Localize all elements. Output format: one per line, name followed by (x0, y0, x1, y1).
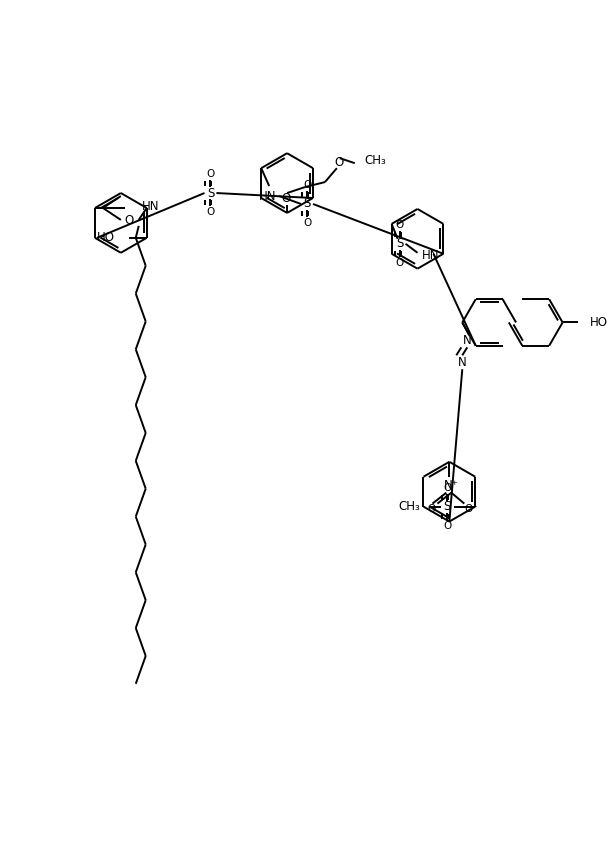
Text: HN: HN (258, 189, 276, 203)
Text: S: S (444, 500, 451, 513)
Text: O: O (281, 191, 290, 205)
Text: O: O (303, 180, 311, 190)
Text: O: O (303, 218, 311, 228)
Text: O: O (427, 504, 435, 514)
Text: O: O (334, 156, 343, 168)
Text: CH₃: CH₃ (365, 154, 386, 167)
Text: N: N (458, 356, 467, 369)
Text: HN: HN (421, 249, 439, 262)
Text: N: N (463, 334, 472, 347)
Text: HN: HN (142, 200, 160, 213)
Text: O: O (395, 258, 404, 268)
Text: O⁻: O⁻ (464, 504, 478, 514)
Text: S: S (303, 198, 311, 210)
Text: O: O (125, 215, 134, 227)
Text: CH₃: CH₃ (398, 500, 421, 513)
Text: O: O (206, 207, 214, 217)
Text: O: O (206, 169, 214, 179)
Text: O: O (395, 220, 404, 230)
Text: HO: HO (589, 316, 607, 329)
Text: N⁺: N⁺ (444, 479, 459, 493)
Text: O: O (443, 520, 451, 530)
Text: O: O (443, 482, 451, 493)
Text: S: S (396, 237, 403, 250)
Text: S: S (207, 187, 214, 200)
Text: HO: HO (97, 232, 115, 244)
